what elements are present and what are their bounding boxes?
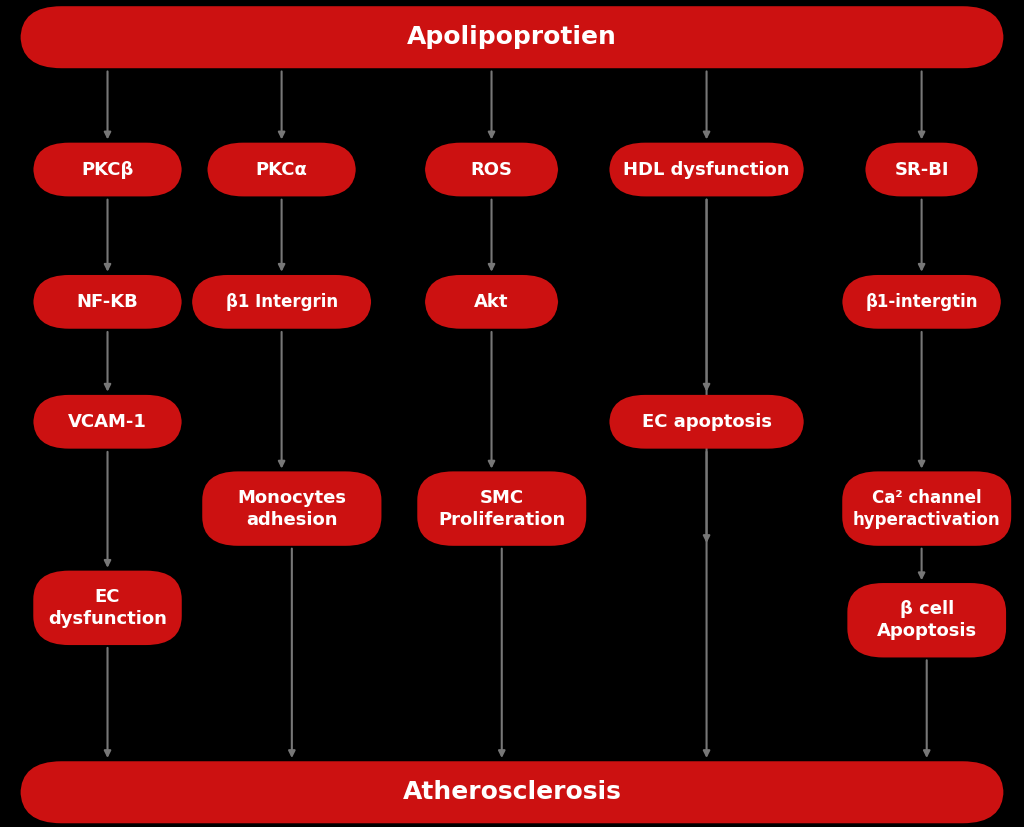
Text: PKCβ: PKCβ	[81, 160, 134, 179]
Text: NF-KB: NF-KB	[77, 293, 138, 311]
Text: EC apoptosis: EC apoptosis	[642, 413, 771, 431]
Text: β1-intergtin: β1-intergtin	[865, 293, 978, 311]
Text: β1 Intergrin: β1 Intergrin	[225, 293, 338, 311]
FancyBboxPatch shape	[33, 275, 182, 328]
FancyBboxPatch shape	[848, 583, 1006, 657]
FancyBboxPatch shape	[33, 142, 182, 196]
FancyBboxPatch shape	[425, 142, 558, 196]
Text: HDL dysfunction: HDL dysfunction	[624, 160, 790, 179]
Text: β cell
Apoptosis: β cell Apoptosis	[877, 600, 977, 640]
FancyBboxPatch shape	[842, 275, 1001, 328]
FancyBboxPatch shape	[842, 471, 1012, 546]
FancyBboxPatch shape	[865, 142, 978, 196]
FancyBboxPatch shape	[20, 761, 1004, 824]
FancyBboxPatch shape	[202, 471, 381, 546]
FancyBboxPatch shape	[193, 275, 372, 328]
FancyBboxPatch shape	[425, 275, 558, 328]
Text: SMC
Proliferation: SMC Proliferation	[438, 489, 565, 528]
Text: Apolipoprotien: Apolipoprotien	[408, 25, 616, 50]
FancyBboxPatch shape	[33, 571, 182, 645]
Text: Atherosclerosis: Atherosclerosis	[402, 780, 622, 805]
FancyBboxPatch shape	[33, 395, 182, 448]
Text: VCAM-1: VCAM-1	[68, 413, 147, 431]
Text: SR-BI: SR-BI	[894, 160, 949, 179]
Text: PKCα: PKCα	[256, 160, 307, 179]
FancyBboxPatch shape	[207, 142, 356, 196]
FancyBboxPatch shape	[609, 142, 804, 196]
FancyBboxPatch shape	[20, 7, 1004, 69]
Text: Monocytes
adhesion: Monocytes adhesion	[238, 489, 346, 528]
Text: ROS: ROS	[470, 160, 513, 179]
FancyBboxPatch shape	[418, 471, 586, 546]
Text: Ca² channel
hyperactivation: Ca² channel hyperactivation	[853, 489, 1000, 528]
Text: EC
dysfunction: EC dysfunction	[48, 588, 167, 628]
FancyBboxPatch shape	[609, 395, 804, 448]
Text: Akt: Akt	[474, 293, 509, 311]
